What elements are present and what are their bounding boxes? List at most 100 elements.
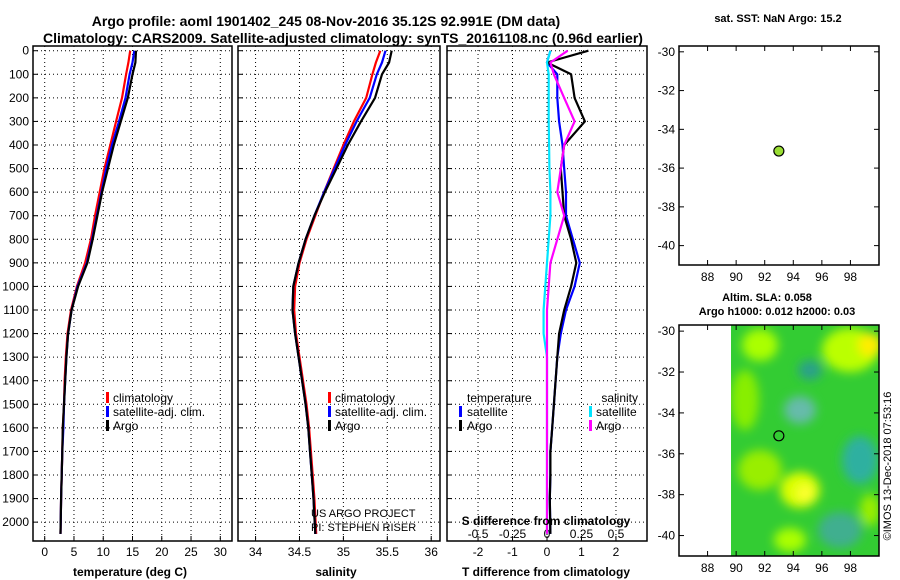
y-tick-label: 100 <box>9 67 29 81</box>
y-tick-label: 700 <box>9 209 29 223</box>
top-x-tick-label: -0.5 <box>468 527 489 541</box>
sla-map-subtitle: Argo h1000: 0.012 h2000: 0.03 <box>699 306 856 318</box>
legend-label-argo: Argo <box>335 419 361 433</box>
x-tick-label: 98 <box>844 561 858 575</box>
legend-swatch-argo <box>328 420 331 431</box>
series-line <box>59 50 136 534</box>
y-tick-label: -38 <box>658 488 676 502</box>
legend-label-argo: Argo <box>113 419 139 433</box>
x-tick-label: 5 <box>71 545 78 559</box>
sla-heatmap-field <box>731 325 879 556</box>
legend-label-climatology: climatology <box>335 391 395 405</box>
y-tick-label: -34 <box>658 406 676 420</box>
x-tick-label: 96 <box>815 270 829 284</box>
top-x-tick-label: -0.25 <box>499 527 527 541</box>
legend-swatch-argo <box>106 420 109 431</box>
legend-label-satellite: satellite-adj. clim. <box>113 405 205 419</box>
x-tick-label: -2 <box>473 545 484 559</box>
x-tick-label: 88 <box>701 561 715 575</box>
y-tick-label: 1700 <box>2 444 29 458</box>
y-tick-label: -40 <box>658 529 676 543</box>
salinity-panel: 34 34.5 35 35.5 36 <box>237 45 441 559</box>
temperature-legend: climatology satellite-adj. clim. Argo <box>106 391 205 433</box>
y-tick-label: 900 <box>9 256 29 270</box>
legend-swatch-satellite <box>328 406 331 417</box>
legend-label-temp-argo: Argo <box>467 419 493 433</box>
top-x-tick-label: 0 <box>544 527 551 541</box>
y-tick-label: -40 <box>658 239 676 253</box>
series-line <box>59 50 138 534</box>
y-tick-label: 1500 <box>2 397 29 411</box>
x-tick-label: 90 <box>729 270 743 284</box>
series-line <box>291 50 387 534</box>
legend-label-sal-satellite: satellite <box>596 405 637 419</box>
y-tick-label: 2000 <box>2 515 29 529</box>
temperature-xlabel: temperature (deg C) <box>73 565 187 579</box>
y-tick-label: -36 <box>658 447 676 461</box>
y-tick-label: 300 <box>9 114 29 128</box>
y-tick-label: 600 <box>9 185 29 199</box>
y-tick-label: -30 <box>658 45 676 59</box>
y-tick-label: 1300 <box>2 350 29 364</box>
panel-frame <box>446 45 648 542</box>
x-tick-label: 35.5 <box>376 545 400 559</box>
x-tick-label: 10 <box>97 545 111 559</box>
title-line2: Climatology: CARS2009. Satellite-adjuste… <box>43 30 643 46</box>
map-frame <box>678 324 880 557</box>
legend-swatch-temp-argo <box>459 420 462 431</box>
y-tick-label: 1200 <box>2 327 29 341</box>
y-tick-label: -36 <box>658 161 676 175</box>
x-tick-label: 34.5 <box>288 545 312 559</box>
y-tick-label: -30 <box>658 324 676 338</box>
x-tick-label: 94 <box>787 270 801 284</box>
imos-watermark: ©IMOS 13-Dec-2018 07:53:16 <box>882 392 894 541</box>
x-tick-label: 90 <box>729 561 743 575</box>
project-watermark: US ARGO PROJECT <box>311 508 416 520</box>
x-tick-label: 0 <box>41 545 48 559</box>
y-tick-label: 1800 <box>2 468 29 482</box>
y-tick-label: -32 <box>658 365 676 379</box>
map-frame <box>678 45 880 266</box>
series-line <box>545 49 589 534</box>
legend-swatch-satellite <box>106 406 109 417</box>
panel-frame <box>237 45 441 542</box>
difference-panel: -2 -1 0 1 2 -0.5 -0.25 0 0.25 0.5 <box>446 45 648 559</box>
x-tick-label: 94 <box>787 561 801 575</box>
sla-map-panel: 88 90 92 94 96 98 -30 -32 -34 -36 -38 -40 <box>658 324 880 575</box>
legend-label-sal-argo: Argo <box>596 419 622 433</box>
legend-swatch-sal-satellite <box>589 406 592 417</box>
legend-swatch-climatology <box>328 392 331 403</box>
x-tick-label: 96 <box>815 561 829 575</box>
salinity-xlabel: salinity <box>315 565 357 579</box>
x-tick-label: 35 <box>337 545 351 559</box>
legend-label-temp-satellite: satellite <box>467 405 508 419</box>
x-tick-label: 36 <box>425 545 439 559</box>
sla-field-blobs <box>731 328 879 552</box>
y-tick-label: 1400 <box>2 374 29 388</box>
sla-map-title: Altim. SLA: 0.058 <box>722 292 812 304</box>
x-tick-label: 25 <box>184 545 198 559</box>
legend-title-salinity: salinity <box>601 391 638 405</box>
x-tick-label: 88 <box>701 270 715 284</box>
temperature-panel: 0 5 10 15 20 25 300100200300400500600700800900… <box>2 44 233 559</box>
y-tick-label: -32 <box>658 84 676 98</box>
x-tick-label: 92 <box>758 270 772 284</box>
x-tick-label: 1 <box>578 545 585 559</box>
y-tick-label: 200 <box>9 91 29 105</box>
y-tick-label: 400 <box>9 138 29 152</box>
x-tick-label: 0 <box>544 545 551 559</box>
series-line <box>291 50 393 534</box>
y-tick-label: -38 <box>658 200 676 214</box>
y-tick-label: -34 <box>658 122 676 136</box>
sst-map-title: sat. SST: NaN Argo: 15.2 <box>714 13 841 25</box>
x-tick-label: 2 <box>613 545 620 559</box>
y-tick-label: 1100 <box>3 303 29 317</box>
top-x-tick-label: 0.25 <box>570 527 594 541</box>
legend-title-temperature: temperature <box>467 391 532 405</box>
y-tick-label: 500 <box>9 162 29 176</box>
y-tick-label: 1000 <box>2 279 29 293</box>
x-tick-label: 92 <box>758 561 772 575</box>
legend-label-satellite: satellite-adj. clim. <box>335 405 427 419</box>
sst-map-panel: 88 90 92 94 96 98 -30 -32 -34 -36 -38 -40 <box>658 45 880 284</box>
